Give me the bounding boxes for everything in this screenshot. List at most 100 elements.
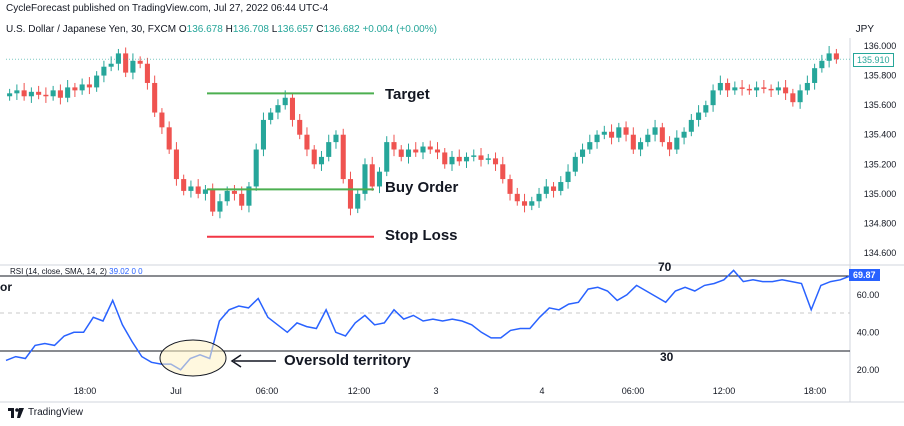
publisher-header: CycleForecast published on TradingView.c… — [6, 3, 329, 14]
candle-body — [398, 149, 404, 157]
candle-body — [217, 201, 223, 212]
candle-body — [500, 164, 506, 180]
oversold-arrow-head — [230, 354, 242, 368]
candle-body — [275, 105, 281, 113]
candle-body — [376, 171, 383, 187]
candle-body — [804, 82, 810, 91]
time-tick-label: 18:00 — [74, 386, 97, 396]
candle-body — [587, 142, 593, 150]
candle-body — [405, 149, 412, 157]
price-tick-label: 135.200 — [864, 159, 897, 169]
candle-body — [710, 90, 716, 106]
tradingview-footer[interactable]: TradingView — [8, 407, 83, 418]
candle-body — [485, 158, 491, 160]
oversold-annotation: Oversold territory — [284, 352, 411, 369]
candle-body — [616, 127, 622, 138]
tradingview-brand: TradingView — [28, 407, 84, 418]
price-tick-label: 134.600 — [864, 248, 897, 258]
candle-body — [231, 190, 237, 194]
rsi-current-badge: 69.87 — [849, 269, 880, 281]
candle-body — [188, 186, 194, 191]
candle-body — [456, 156, 462, 162]
rsi-tick-label: 20.00 — [857, 365, 880, 375]
candle-body — [696, 112, 702, 120]
price-tick-label: 135.000 — [864, 189, 897, 199]
candle-body — [289, 97, 295, 120]
price-tick-label: 135.600 — [864, 100, 897, 110]
candle-body — [768, 88, 774, 91]
rsi-line — [5, 269, 851, 371]
time-tick-label: 4 — [539, 386, 544, 396]
candle-body — [28, 91, 34, 97]
candle-body — [340, 134, 346, 180]
candle-body — [246, 186, 252, 206]
indicator-title-fragment: or — [0, 280, 12, 294]
open-value: 136.678 — [186, 24, 223, 35]
candle-body — [137, 60, 143, 64]
candle-body — [645, 134, 651, 143]
candle-body — [521, 201, 528, 206]
candle-body — [797, 90, 803, 103]
candle-body — [94, 75, 100, 88]
candle-body — [790, 93, 796, 103]
candle-body — [514, 193, 520, 202]
candle-body — [108, 63, 114, 67]
candle-body — [703, 105, 709, 113]
candle-body — [115, 53, 121, 64]
level-70-annotation: 70 — [658, 260, 672, 274]
symbol-name[interactable]: U.S. Dollar / Japanese Yen, 30, FXCM — [6, 24, 177, 35]
candle-body — [543, 186, 549, 194]
candle-body — [130, 60, 136, 73]
candle-body — [659, 127, 665, 143]
low-value: 136.657 — [277, 24, 314, 35]
candle-body — [224, 190, 230, 202]
candle-body — [253, 149, 259, 187]
candle-body — [72, 87, 78, 91]
candle-body — [775, 87, 781, 91]
candle-body — [565, 171, 571, 183]
rsi-legend[interactable]: RSI (14, close, SMA, 14, 2) 39.02 0 0 — [10, 267, 143, 276]
candle-body — [580, 149, 586, 157]
candle-body — [442, 152, 448, 165]
rsi-extra-1: 0 — [131, 267, 136, 276]
candle-body — [304, 134, 310, 150]
candle-body — [210, 189, 216, 212]
candle-body — [826, 53, 832, 61]
candle-body — [362, 164, 368, 194]
candle-body — [478, 155, 484, 160]
candle-body — [449, 156, 455, 165]
current-price-badge: 135.910 — [853, 53, 894, 67]
candle-body — [101, 66, 107, 76]
candle-body — [427, 146, 433, 150]
candle-body — [623, 127, 629, 135]
candle-body — [688, 119, 694, 132]
candle-body — [674, 137, 680, 150]
candle-body — [43, 94, 49, 97]
candle-body — [391, 142, 397, 150]
candle-body — [492, 158, 499, 165]
candle-body — [57, 90, 63, 98]
candle-body — [420, 146, 426, 153]
candle-body — [819, 60, 825, 69]
candle-body — [123, 53, 129, 73]
candle-body — [355, 193, 361, 209]
candle-body — [601, 131, 607, 135]
change-value: +0.004 (+0.00%) — [362, 24, 437, 35]
stop-loss-annotation: Stop Loss — [385, 227, 458, 244]
candle-body — [239, 193, 245, 206]
candle-body — [181, 179, 187, 191]
candle-body — [384, 142, 390, 172]
candle-body — [754, 87, 760, 91]
candle-body — [326, 142, 332, 157]
candle-body — [268, 112, 274, 120]
low-label: L — [271, 24, 278, 35]
time-tick-label: 18:00 — [804, 386, 827, 396]
candle-body — [311, 149, 317, 165]
price-tick-label: 134.800 — [864, 218, 897, 228]
candle-body — [21, 90, 27, 97]
candle-body — [86, 84, 92, 88]
candle-body — [746, 88, 752, 91]
candle-body — [630, 134, 636, 150]
candle-body — [152, 82, 158, 113]
